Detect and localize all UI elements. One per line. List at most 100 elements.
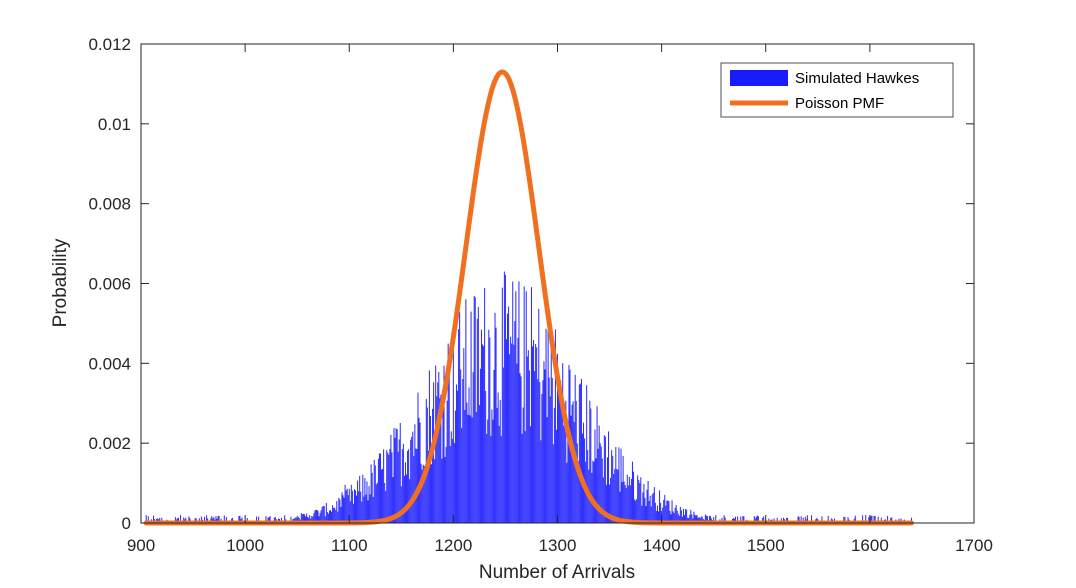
histogram-bar (388, 454, 390, 523)
histogram-bar (223, 515, 225, 523)
histogram-bar (800, 516, 802, 523)
histogram-bar (577, 460, 579, 523)
histogram-bar (596, 406, 598, 523)
histogram-bar (457, 390, 459, 523)
histogram-bar (415, 448, 417, 523)
histogram-bar (704, 514, 706, 523)
histogram-bar (183, 517, 185, 523)
x-tick-label: 1500 (747, 536, 785, 555)
histogram-bar (494, 312, 496, 523)
y-tick-label: 0.002 (88, 434, 131, 453)
histogram-bar (625, 487, 627, 523)
histogram-bar (281, 517, 283, 523)
histogram-bar (670, 514, 672, 523)
histogram-bar (802, 517, 804, 523)
histogram-bar (487, 419, 489, 523)
histogram-bar (541, 393, 543, 523)
histogram-bar (597, 448, 599, 523)
histogram-bar (868, 517, 870, 523)
histogram-bar (398, 439, 400, 523)
histogram-bar (689, 514, 691, 523)
histogram-bar (684, 515, 686, 523)
histogram-bar (579, 383, 581, 523)
histogram-bar (384, 482, 386, 523)
histogram-bar (890, 517, 892, 523)
histogram-bar (619, 491, 621, 523)
histogram-bar (246, 517, 248, 523)
histogram-bar (576, 443, 578, 523)
histogram-bar (363, 496, 365, 523)
histogram-bar (339, 499, 341, 523)
histogram-bar (509, 354, 511, 523)
histogram-bar (269, 516, 271, 523)
histogram-bar (695, 515, 697, 523)
histogram-bar (673, 513, 675, 523)
histogram-bar (464, 409, 466, 523)
histogram-bar (400, 486, 402, 523)
histogram-bar (419, 422, 421, 523)
histogram-bar (721, 517, 723, 523)
histogram-bar (629, 485, 631, 523)
histogram-bar (590, 408, 592, 523)
y-tick-label: 0.008 (88, 195, 131, 214)
histogram-bar (724, 517, 726, 523)
histogram-bar (377, 458, 379, 523)
histogram-bar (328, 510, 330, 523)
histogram-bar (297, 516, 299, 523)
histogram-bar (507, 313, 509, 523)
histogram-bar (652, 492, 654, 523)
histogram-bar (512, 281, 514, 523)
histogram-bar (418, 417, 420, 523)
histogram-bar (347, 495, 349, 523)
histogram-bar (677, 513, 679, 523)
histogram-bar (558, 383, 560, 523)
histogram-bar (664, 494, 666, 523)
histogram-bar (508, 306, 510, 523)
histogram-bar (382, 468, 384, 523)
histogram-bar (530, 287, 532, 523)
histogram-bar (403, 475, 405, 523)
histogram-bar (432, 408, 434, 523)
histogram-bar (624, 484, 626, 523)
histogram-bar (706, 516, 708, 523)
histogram-bar (478, 405, 480, 523)
histogram-bar (500, 435, 502, 523)
histogram-bar (666, 500, 668, 523)
histogram-bar (565, 400, 567, 523)
histogram-bar (547, 330, 549, 523)
histogram-bar (550, 349, 552, 523)
histogram-bar (444, 456, 446, 523)
y-axis-title: Probability (50, 238, 71, 327)
histogram-bar (314, 510, 316, 523)
histogram-bar (620, 448, 622, 523)
histogram-bar (492, 419, 494, 523)
histogram-bar (665, 505, 667, 523)
histogram-bar (536, 347, 538, 523)
histogram-bar (510, 336, 512, 523)
histogram-bar (887, 515, 889, 523)
histogram-bar (368, 486, 370, 523)
histogram-bar (511, 343, 513, 523)
histogram-bar (589, 400, 591, 523)
histogram-bar (448, 364, 450, 523)
histogram-bar (185, 517, 187, 523)
histogram-bar (682, 508, 685, 523)
histogram-bar (657, 511, 660, 523)
histogram-bar (551, 377, 553, 523)
histogram-bar (332, 505, 334, 523)
histogram-bar (344, 484, 346, 523)
histogram-bar (646, 489, 648, 523)
histogram-bar (404, 462, 406, 523)
histogram-bar (534, 371, 536, 523)
histogram-bar (567, 424, 569, 523)
histogram-bar (364, 478, 366, 523)
histogram-bar (504, 274, 506, 523)
histogram-bar (593, 461, 595, 523)
histogram-bar (467, 414, 469, 523)
histogram-bar (911, 517, 913, 523)
histogram-bar (755, 516, 757, 523)
histogram-bar (379, 453, 382, 523)
histogram-bar (656, 505, 658, 523)
histogram-bar (604, 436, 606, 523)
